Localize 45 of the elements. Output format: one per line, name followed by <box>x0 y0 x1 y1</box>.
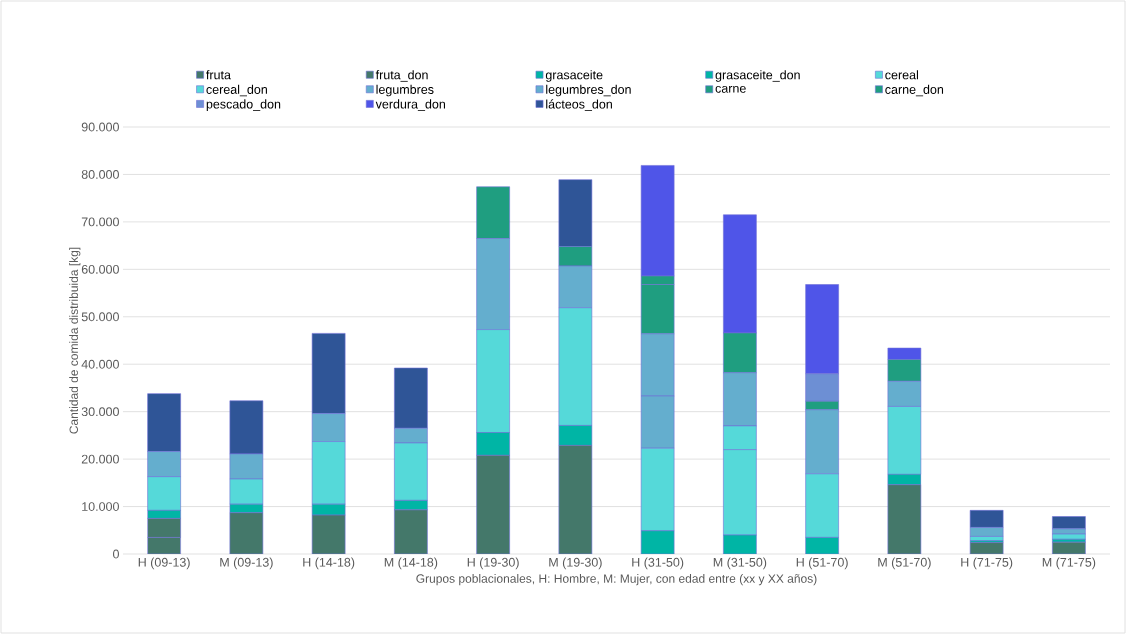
legend-label: pescado_don <box>206 99 281 111</box>
bar <box>1052 516 1086 530</box>
legend-label: legumbres <box>376 84 434 97</box>
bar <box>476 455 510 554</box>
x-tick-label: H (14-18) <box>303 557 355 570</box>
x-tick-label: H (71-75) <box>961 557 1013 570</box>
x-axis-title: Grupos poblacionales, H: Hombre, M: Mujer, con edad entre (xx y XX años) <box>416 574 817 586</box>
x-tick-label: M (71-75) <box>1042 557 1096 570</box>
legend-label: grasaceite <box>545 70 603 82</box>
legend-label: fruta_don <box>375 70 428 82</box>
legend-label: cereal <box>885 70 918 80</box>
y-tick-label: 70.000 <box>81 217 119 227</box>
legend-label: legumbres_don <box>546 84 631 97</box>
y-tick-label: 30.000 <box>81 407 119 417</box>
x-tick-label: H (19-30) <box>467 557 519 570</box>
y-tick-label: 60.000 <box>81 264 119 274</box>
y-tick-label: 0 <box>113 549 119 559</box>
x-tick-label: M (51-70) <box>878 557 931 570</box>
bar <box>558 445 593 554</box>
x-tick-label: M (19-30) <box>549 557 602 570</box>
y-tick-label: 20.000 <box>81 454 119 464</box>
x-tick-label: M (14-18) <box>384 557 438 570</box>
y-tick-label: 10.000 <box>82 502 119 511</box>
x-tick-label: H (09-13) <box>138 557 190 570</box>
y-tick-label: 80.000 <box>81 170 119 179</box>
x-tick-label: H (51-70) <box>796 557 848 570</box>
y-tick-label: 90.000 <box>81 122 119 132</box>
y-tick-label: 50.000 <box>81 312 119 322</box>
x-tick-label: H (31-50) <box>632 557 684 570</box>
bar <box>476 432 510 456</box>
legend-label: carne <box>715 85 746 93</box>
x-tick-label: M (09-13) <box>220 557 273 570</box>
bar <box>394 509 428 554</box>
legend-label: verdura_don <box>375 99 445 111</box>
bar <box>887 484 922 554</box>
legend-label: fruta <box>206 70 231 80</box>
bar <box>229 512 264 554</box>
bar <box>558 425 593 446</box>
legend-label: lácteos_don <box>546 99 612 111</box>
y-axis-title: Cantidad de comida distribuida [kg] <box>69 247 81 434</box>
y-tick-label: 40.000 <box>81 359 119 369</box>
legend-label: grasaceite_don <box>715 70 800 82</box>
legend-label: carne_don <box>885 84 944 97</box>
legend-label: cereal_don <box>206 84 267 97</box>
x-tick-label: M (31-50) <box>713 557 767 570</box>
